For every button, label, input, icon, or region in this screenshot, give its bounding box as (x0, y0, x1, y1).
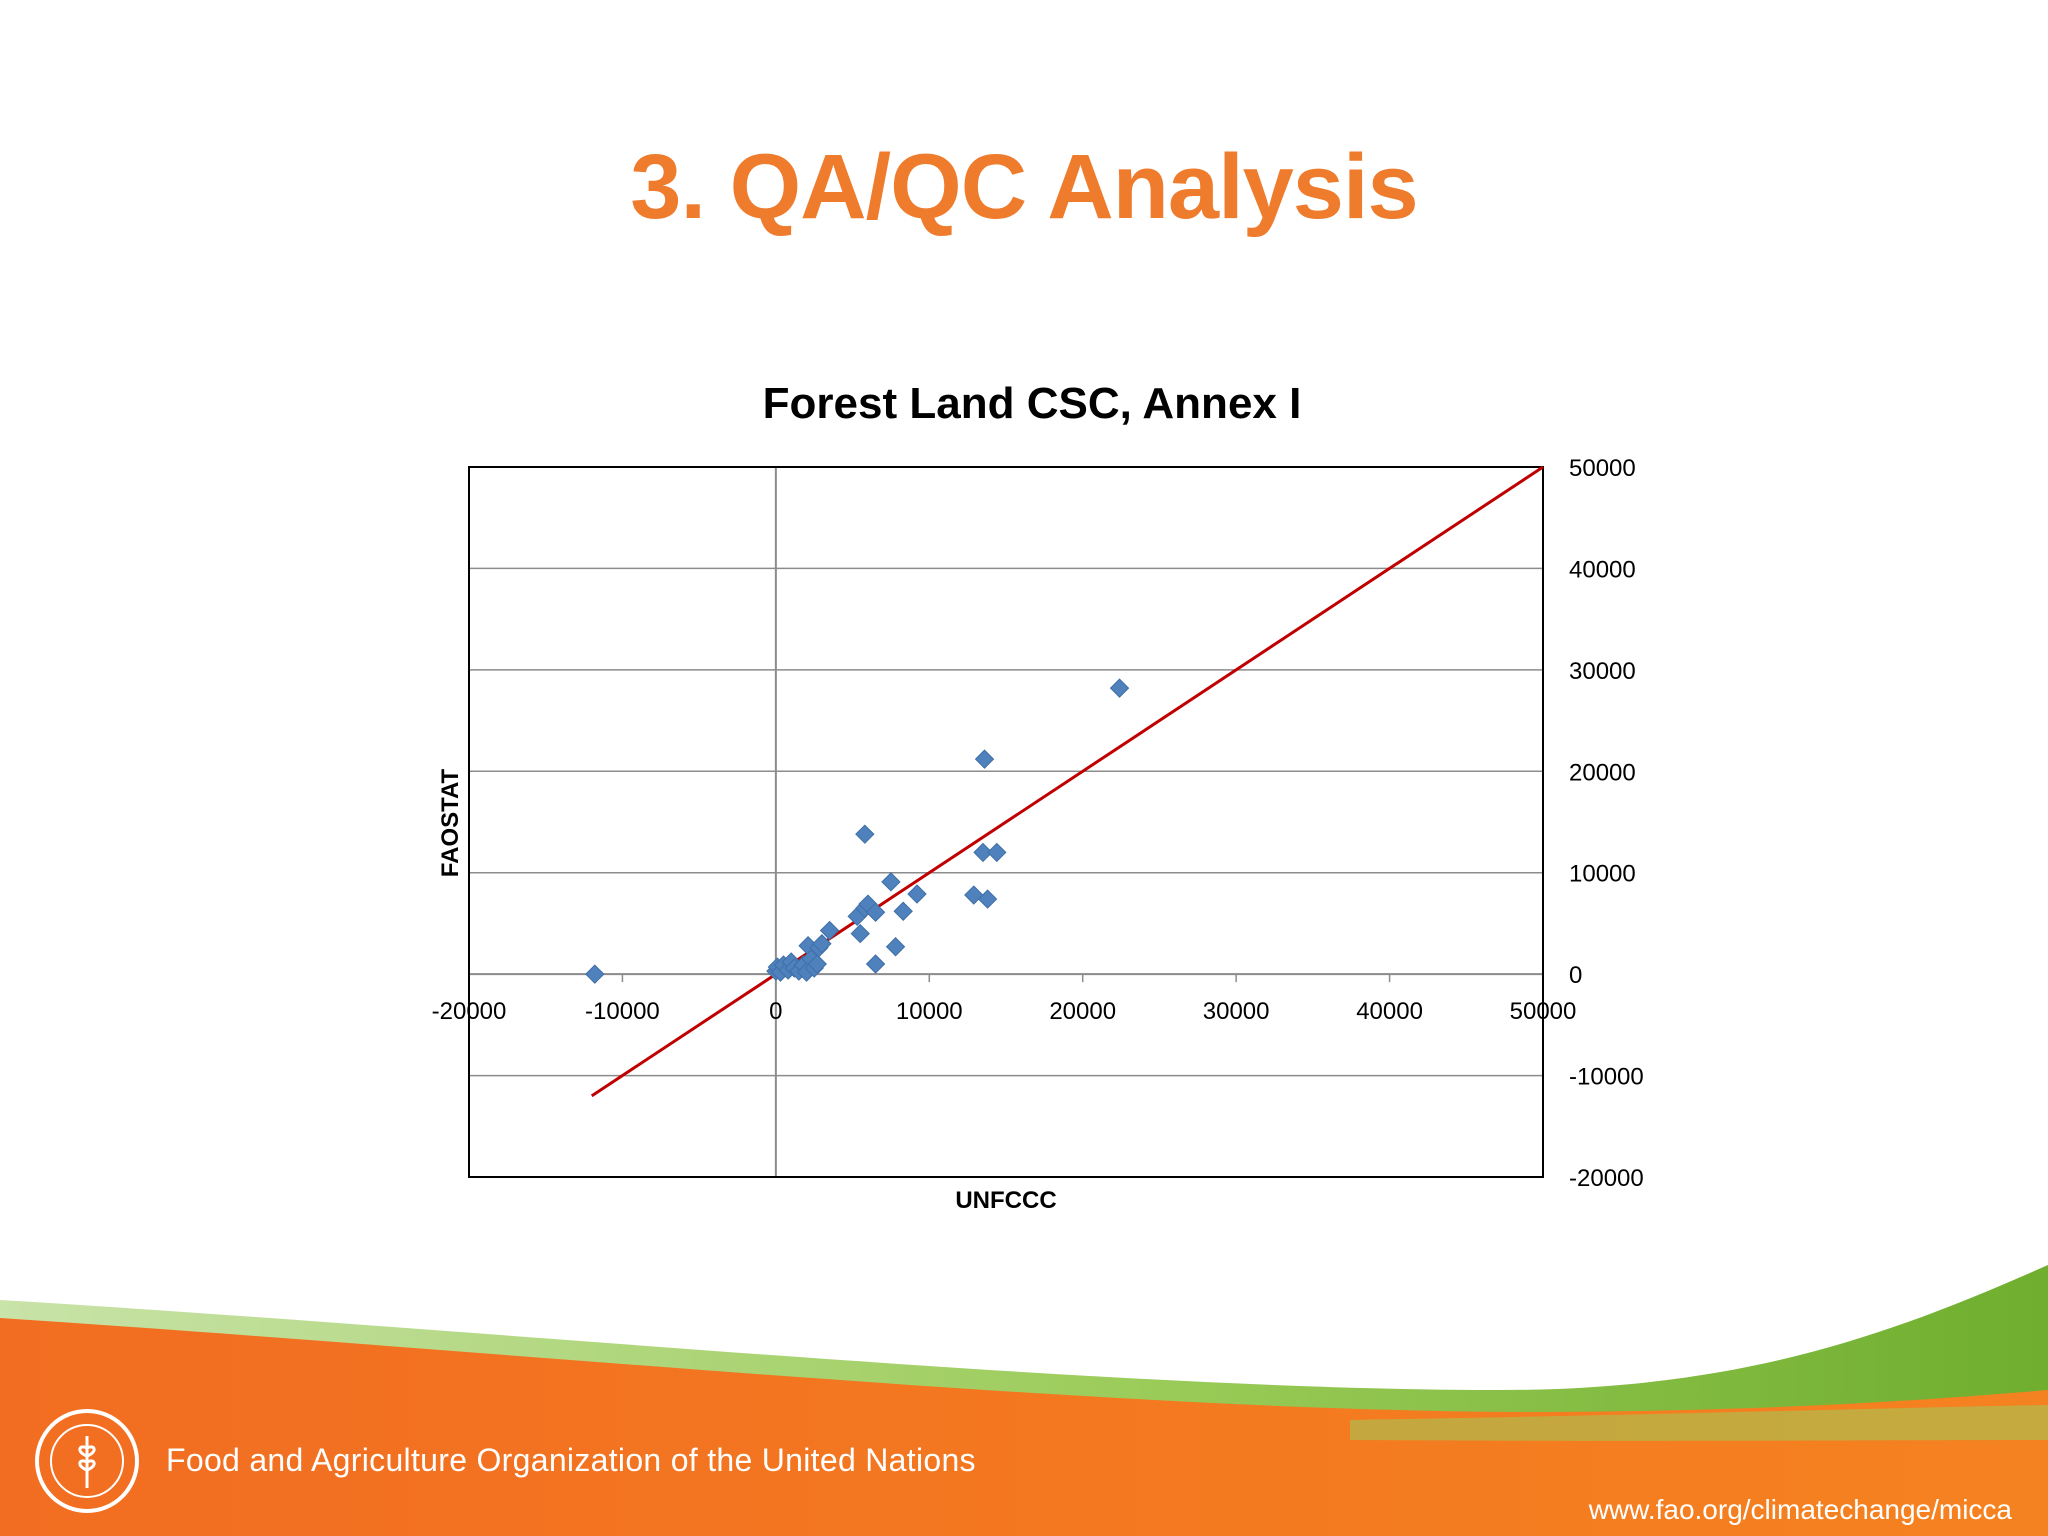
x-tick-label: -10000 (585, 998, 660, 1025)
y-tick-label: 50000 (1569, 455, 1636, 482)
y-tick-label: 0 (1569, 962, 1582, 989)
y-tick-label: 20000 (1569, 759, 1636, 786)
data-point (1109, 678, 1130, 698)
y-tick-label: -10000 (1569, 1064, 1644, 1091)
footer-url[interactable]: www.fao.org/climatechange/micca (1588, 1494, 2012, 1525)
data-point (977, 889, 998, 909)
data-point (885, 937, 906, 957)
x-tick-label: 20000 (1049, 998, 1116, 1025)
data-point (865, 954, 886, 974)
data-point (881, 872, 901, 892)
data-point (987, 842, 1007, 863)
x-tick-label: 0 (769, 998, 782, 1025)
data-point (907, 884, 927, 904)
x-axis-title: UNFCCC (955, 1187, 1056, 1214)
footer-organization: Food and Agriculture Organization of the… (166, 1442, 976, 1478)
data-point (807, 954, 827, 974)
x-tick-label: 40000 (1356, 998, 1423, 1025)
data-point (855, 824, 875, 844)
x-tick-label: -20000 (432, 998, 507, 1025)
x-tick-label: 30000 (1203, 998, 1270, 1025)
data-point (865, 902, 886, 922)
y-tick-label: 10000 (1569, 861, 1636, 888)
fao-logo-icon (35, 1409, 139, 1513)
plot-border (468, 466, 1544, 1178)
plot-area: -20000 -10000 0 10000 20000 30000 40000 50000 -2… (432, 455, 1644, 1192)
data-point (585, 964, 605, 984)
chart-title: Forest Land CSC, Annex I (763, 379, 1302, 428)
data-point (973, 842, 993, 863)
data-point (893, 901, 913, 921)
reference-line (590, 465, 1544, 1098)
data-point (819, 920, 840, 941)
data-point (850, 923, 870, 944)
data-point (964, 885, 984, 905)
x-tick-label: 10000 (896, 998, 963, 1025)
y-tick-label: 30000 (1569, 658, 1636, 685)
x-tick-label: 50000 (1510, 998, 1577, 1025)
y-tick-label: 40000 (1569, 556, 1636, 583)
data-point (812, 934, 832, 954)
slide-title: 3. QA/QC Analysis (630, 136, 1418, 238)
y-axis-title: FAOSTAT (437, 768, 464, 877)
data-point (974, 749, 995, 769)
footer-band (0, 1265, 2048, 1536)
y-tick-label: -20000 (1569, 1165, 1644, 1192)
